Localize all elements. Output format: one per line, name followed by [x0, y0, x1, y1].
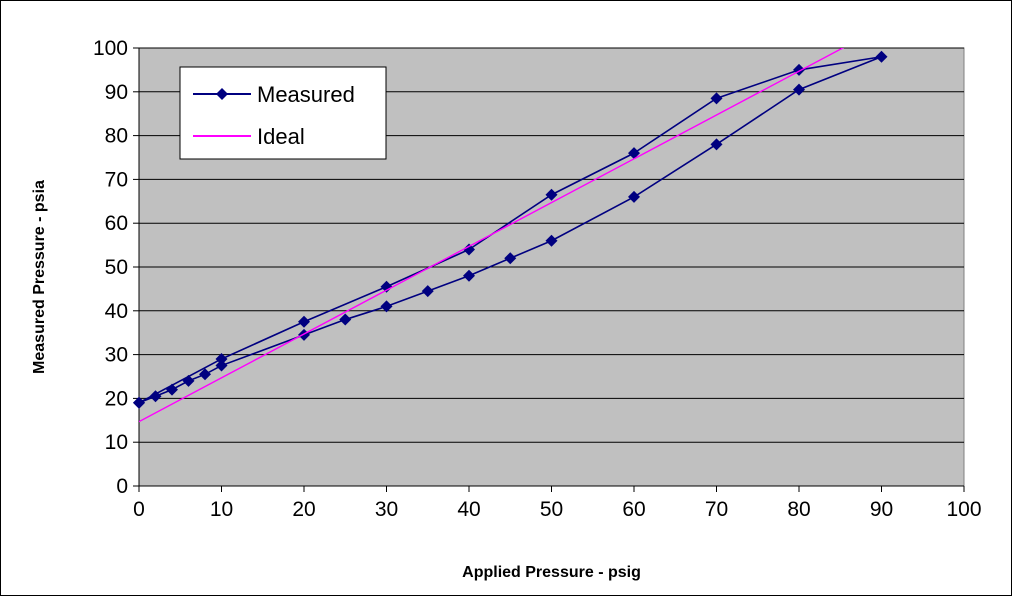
grid-lines [139, 47, 964, 443]
x-axis-title: Applied Pressure - psig [462, 564, 641, 581]
x-tick-label: 20 [292, 498, 315, 521]
y-tick-label: 90 [105, 81, 128, 104]
data-point-measured [380, 280, 393, 293]
y-tick-label: 100 [93, 37, 128, 60]
data-point-measured [215, 352, 228, 365]
y-tick-label: 80 [105, 125, 128, 148]
legend-label-measured: Measured [257, 82, 355, 107]
x-tick-label: 50 [540, 498, 563, 521]
series [133, 48, 888, 423]
data-point-measured [133, 396, 145, 409]
data-point-measured [166, 383, 178, 396]
y-tick-label: 40 [105, 300, 128, 323]
axes [133, 47, 965, 492]
x-tick-label: 40 [457, 498, 480, 521]
x-tick-label: 0 [133, 498, 145, 521]
data-point-measured [793, 83, 805, 96]
x-tick-label: 70 [705, 498, 728, 521]
data-point-measured [628, 190, 640, 203]
y-tick-label: 10 [105, 431, 128, 454]
data-point-measured [215, 359, 228, 372]
data-point-measured [710, 138, 723, 151]
x-tick-label: 10 [210, 498, 233, 521]
data-point-measured [545, 234, 558, 247]
data-point-measured [339, 313, 352, 326]
y-tick-label: 30 [105, 344, 128, 367]
y-tick-label: 0 [116, 475, 128, 498]
data-point-measured [710, 92, 723, 105]
data-point-measured [545, 188, 558, 201]
data-point-measured [504, 252, 517, 265]
legend: Measured Ideal [179, 66, 387, 160]
x-tick-label: 60 [622, 498, 645, 521]
legend-label-ideal: Ideal [257, 124, 305, 149]
data-point-measured [421, 285, 434, 298]
x-tick-label: 30 [375, 498, 398, 521]
x-tick-label: 90 [870, 498, 893, 521]
data-point-measured [463, 269, 475, 282]
data-point-measured [199, 368, 211, 381]
legend-box [179, 66, 387, 160]
legend-marker-measured [216, 88, 228, 100]
data-point-measured [298, 315, 310, 328]
x-tick-label: 80 [787, 498, 810, 521]
data-point-measured [182, 374, 195, 387]
tick-labels: 0 10 20 30 40 50 60 70 80 90 100 0 10 20 30 40 50 60 70 80 9… [93, 37, 982, 521]
y-tick-label: 50 [105, 256, 128, 279]
data-point-measured [149, 390, 162, 403]
data-point-measured [380, 300, 393, 313]
data-point-measured [628, 147, 640, 160]
series-line-ideal [139, 48, 845, 423]
data-point-measured [463, 243, 475, 256]
data-point-measured [875, 50, 888, 63]
y-tick-label: 20 [105, 387, 128, 410]
y-axis-title: Measured Pressure - psia [31, 180, 48, 374]
y-tick-label: 60 [105, 212, 128, 235]
x-tick-label: 100 [946, 498, 981, 521]
y-tick-label: 70 [105, 168, 128, 191]
